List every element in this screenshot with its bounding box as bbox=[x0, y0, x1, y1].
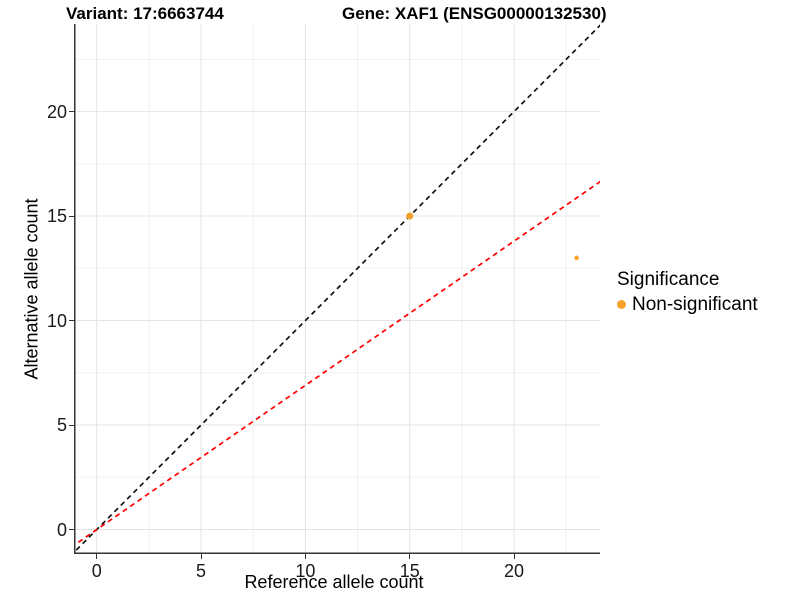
x-tick bbox=[409, 554, 411, 559]
legend-item: Non-significant bbox=[617, 294, 758, 316]
y-tick-label: 10 bbox=[46, 310, 67, 331]
identity-line bbox=[74, 24, 600, 554]
legend: Significance Non-significant bbox=[617, 269, 758, 316]
data-point bbox=[406, 212, 414, 220]
variant-title: Variant: 17:6663744 bbox=[66, 4, 224, 23]
y-tick bbox=[69, 215, 74, 217]
y-tick-label: 5 bbox=[56, 415, 67, 436]
data-point bbox=[574, 255, 579, 261]
gene-title: Gene: XAF1 (ENSG00000132530) bbox=[342, 4, 607, 23]
x-tick bbox=[200, 554, 202, 559]
scatter-plot bbox=[74, 24, 600, 554]
plot-panel bbox=[74, 24, 600, 554]
x-tick-label: 5 bbox=[196, 561, 207, 581]
expected-ratio-line bbox=[74, 180, 600, 547]
legend-marker-dot-icon bbox=[617, 300, 626, 310]
y-axis-title: Alternative allele count bbox=[21, 198, 42, 380]
y-tick bbox=[69, 320, 74, 322]
x-tick-label: 10 bbox=[295, 561, 316, 581]
x-axis-title: Reference allele count bbox=[244, 572, 424, 592]
x-tick-label: 20 bbox=[504, 561, 525, 581]
x-tick bbox=[513, 554, 515, 559]
y-tick bbox=[69, 424, 74, 426]
legend-title: Significance bbox=[617, 269, 720, 290]
x-tick-label: 0 bbox=[91, 561, 102, 581]
x-tick bbox=[96, 554, 98, 559]
y-tick-label: 0 bbox=[56, 519, 67, 540]
x-tick bbox=[304, 554, 306, 559]
x-tick-label: 15 bbox=[399, 561, 420, 581]
y-tick bbox=[69, 111, 74, 113]
y-tick bbox=[69, 529, 74, 531]
y-tick-label: 20 bbox=[46, 101, 67, 122]
legend-item-label: Non-significant bbox=[632, 293, 758, 315]
y-tick-label: 15 bbox=[46, 206, 67, 227]
